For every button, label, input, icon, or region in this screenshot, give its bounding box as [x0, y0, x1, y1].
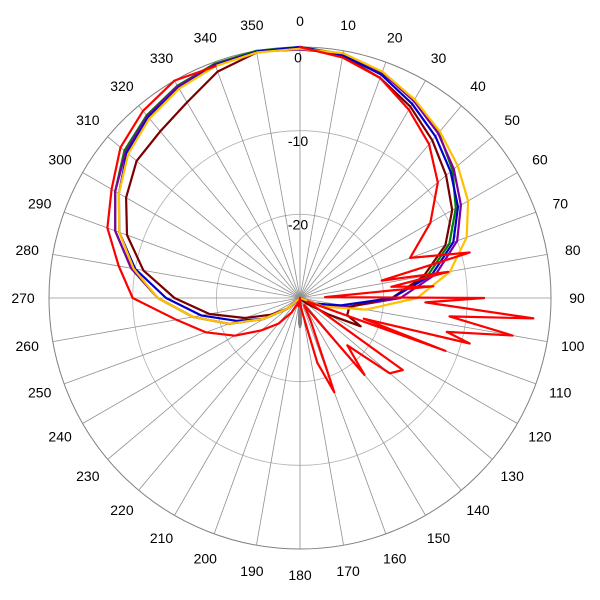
- angle-tick-label: 250: [28, 385, 52, 401]
- angle-tick-label: 90: [569, 290, 585, 306]
- angle-tick-label: 140: [466, 502, 490, 518]
- radial-tick-label: -20: [288, 217, 308, 233]
- angle-tick-label: 200: [194, 550, 218, 566]
- grid-spoke-7: [299, 211, 536, 299]
- radial-tick-label: 0: [294, 49, 302, 65]
- grid-spoke-22: [138, 297, 301, 491]
- angle-tick-label: 280: [16, 242, 40, 258]
- angle-tick-label: 120: [528, 429, 552, 445]
- angle-tick-label: 340: [194, 30, 218, 46]
- radial-tick-labels: 0 -10 -20: [288, 49, 308, 232]
- angle-tick-label: 290: [28, 195, 52, 211]
- angle-tick-label: 30: [431, 50, 447, 66]
- grid-spoke-29: [64, 211, 301, 299]
- grid-spoke-20: [213, 297, 301, 534]
- grid-spoke-35: [256, 50, 301, 299]
- grid-spoke-32: [138, 105, 301, 299]
- angle-tick-label: 150: [427, 530, 451, 546]
- series-line-1: [117, 45, 460, 322]
- angle-tick-label: 260: [16, 338, 40, 354]
- angle-tick-label: 110: [549, 385, 572, 401]
- angle-tick-labels: 0 10 20 30 40 50 60 70 80 90 100 110 120 130 140 150 160…: [11, 13, 585, 583]
- series-layer: [106, 45, 535, 394]
- angle-tick-label: 60: [532, 152, 548, 168]
- angle-tick-label: 160: [383, 550, 407, 566]
- grid-spoke-21: [174, 297, 301, 516]
- angle-tick-label: 80: [565, 242, 581, 258]
- angle-tick-label: 70: [553, 195, 569, 211]
- angle-tick-label: 270: [11, 290, 35, 306]
- angle-tick-label: 240: [48, 429, 72, 445]
- angle-tick-label: 190: [240, 563, 264, 579]
- angle-tick-label: 0: [296, 13, 304, 29]
- grid-spoke-15: [299, 297, 426, 516]
- angle-tick-label: 40: [470, 78, 486, 94]
- grid-spoke-5: [299, 136, 493, 299]
- angle-tick-label: 210: [150, 530, 174, 546]
- angle-tick-label: 130: [501, 468, 525, 484]
- grid-spoke-13: [299, 297, 493, 460]
- grid-spoke-25: [64, 297, 301, 385]
- grid-spoke-28: [52, 254, 301, 299]
- grid-spoke-3: [299, 80, 426, 299]
- grid-spoke-2: [299, 62, 387, 299]
- angle-tick-label: 170: [336, 563, 360, 579]
- angle-tick-label: 100: [561, 338, 585, 354]
- angle-tick-label: 20: [387, 30, 403, 46]
- angle-tick-label: 320: [110, 78, 134, 94]
- series-line-5: [117, 47, 470, 325]
- angle-tick-label: 50: [504, 112, 520, 128]
- grid-spoke-1: [299, 50, 344, 299]
- grid-spoke-6: [299, 172, 518, 299]
- grid-spoke-33: [174, 80, 301, 299]
- grid-spoke-16: [299, 297, 387, 534]
- grid-spoke-17: [299, 297, 344, 546]
- grid-spoke-4: [299, 105, 462, 299]
- angle-tick-label: 310: [76, 112, 100, 128]
- grid-spoke-19: [256, 297, 301, 546]
- grid-spoke-12: [299, 297, 518, 424]
- angle-tick-label: 300: [48, 152, 72, 168]
- grid-spoke-34: [213, 62, 301, 299]
- angle-tick-label: 230: [76, 468, 100, 484]
- radial-tick-label: -10: [288, 133, 308, 149]
- angle-tick-label: 350: [240, 17, 264, 33]
- grid-spoke-23: [107, 297, 301, 460]
- angle-tick-label: 220: [110, 502, 134, 518]
- angle-tick-label: 180: [288, 567, 312, 583]
- angle-tick-label: 10: [340, 17, 356, 33]
- angle-tick-label: 330: [150, 50, 174, 66]
- series-line-2: [125, 45, 454, 328]
- series-line-0: [106, 45, 535, 394]
- grid-spoke-31: [107, 136, 301, 299]
